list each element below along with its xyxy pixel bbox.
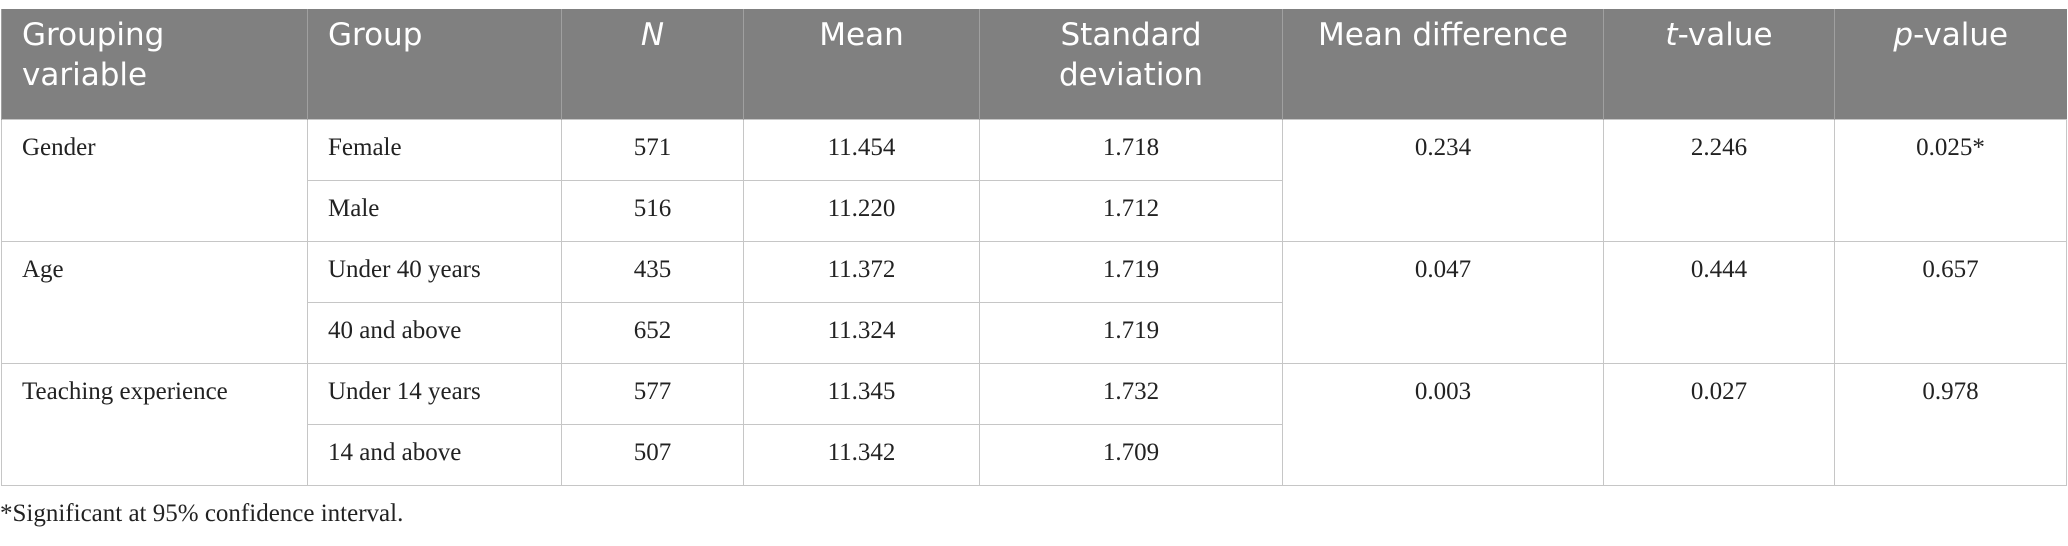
n: 571: [561, 118, 744, 181]
header-text: Standard deviation: [1058, 17, 1204, 93]
n: 652: [561, 301, 744, 364]
p-value: 0.978: [1834, 362, 2067, 486]
mean-difference: 0.047: [1282, 240, 1604, 364]
mean: 11.345: [743, 362, 980, 425]
group: Under 40 years: [307, 240, 562, 303]
column-header: p-value: [1834, 9, 2067, 119]
data-row: Age Under 40 years 435 11.372 1.719 0.047 0.44…: [1, 240, 2067, 364]
column-header: Group: [307, 9, 562, 119]
header-text: -value: [1677, 17, 1773, 53]
standard-deviation: 1.709: [979, 423, 1283, 486]
standard-deviation: 1.718: [979, 118, 1283, 181]
group: Under 14 years: [307, 362, 562, 425]
group: 14 and above: [307, 423, 562, 486]
mean: 11.372: [743, 240, 980, 303]
header-text: N: [640, 17, 665, 53]
group: 40 and above: [307, 301, 562, 364]
results-table: Grouping variable Group N Mean Standard devi…: [1, 9, 2067, 486]
grouping-variable: Teaching experience: [1, 362, 308, 486]
column-header: Mean: [743, 9, 980, 119]
table-body: Gender Female 571 11.454 1.718 0.234 2.246 0.02…: [1, 118, 2067, 486]
t-value: 0.444: [1603, 240, 1835, 364]
p-value: 0.657: [1834, 240, 2067, 364]
header-text: Mean: [819, 17, 904, 53]
data-row: Teaching experience Under 14 years 577 11.3…: [1, 362, 2067, 486]
n: 507: [561, 423, 744, 486]
mean: 11.342: [743, 423, 980, 486]
mean-difference: 0.234: [1282, 118, 1604, 242]
standard-deviation: 1.719: [979, 240, 1283, 303]
data-row: 14 and above 507 11.342 1.709: [2, 423, 2067, 486]
mean: 11.220: [743, 179, 980, 242]
footnote: *Significant at 95% confidence interval.: [0, 500, 404, 527]
n: 516: [561, 179, 744, 242]
grouping-variable: Gender: [1, 118, 308, 242]
header-text: p: [1893, 17, 1914, 53]
column-header: Standard deviation: [979, 9, 1283, 119]
column-header: Mean difference: [1282, 9, 1604, 119]
header-row: Grouping variable Group N Mean Standard devi…: [1, 9, 2067, 119]
data-row: 40 and above 652 11.324 1.719: [2, 301, 2067, 364]
group: Male: [307, 179, 562, 242]
column-header: t-value: [1603, 9, 1835, 119]
header-text: t: [1665, 17, 1678, 53]
column-header: N: [561, 9, 744, 119]
n: 435: [561, 240, 744, 303]
standard-deviation: 1.719: [979, 301, 1283, 364]
header-text: Group: [328, 17, 423, 53]
t-value: 0.027: [1603, 362, 1835, 486]
column-header: Grouping variable: [1, 9, 308, 119]
mean: 11.324: [743, 301, 980, 364]
t-value: 2.246: [1603, 118, 1835, 242]
group: Female: [307, 118, 562, 181]
standard-deviation: 1.712: [979, 179, 1283, 242]
grouping-variable: Age: [1, 240, 308, 364]
header-text: -value: [1913, 17, 2009, 53]
header-text: Mean difference: [1318, 17, 1568, 53]
p-value: 0.025*: [1834, 118, 2067, 242]
standard-deviation: 1.732: [979, 362, 1283, 425]
data-row: Gender Female 571 11.454 1.718 0.234 2.246 0.02…: [1, 118, 2067, 242]
mean: 11.454: [743, 118, 980, 181]
header-text: Grouping variable: [22, 17, 165, 93]
mean-difference: 0.003: [1282, 362, 1604, 486]
n: 577: [561, 362, 744, 425]
